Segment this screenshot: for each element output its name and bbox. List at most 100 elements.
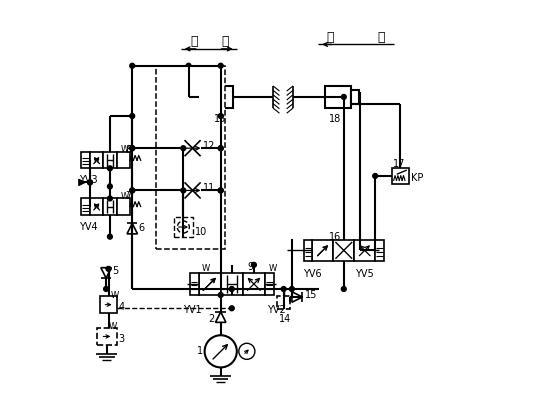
Circle shape <box>218 292 223 297</box>
Circle shape <box>88 180 93 185</box>
Circle shape <box>130 146 134 151</box>
Text: 12: 12 <box>203 141 215 151</box>
Bar <box>221 273 243 295</box>
Circle shape <box>218 188 223 193</box>
Circle shape <box>341 94 346 99</box>
Text: 15: 15 <box>305 290 318 300</box>
Bar <box>90 152 104 168</box>
Polygon shape <box>101 268 111 278</box>
Circle shape <box>107 184 112 189</box>
Text: 16: 16 <box>329 232 341 242</box>
Bar <box>104 152 117 168</box>
Text: 进: 进 <box>221 35 229 48</box>
Bar <box>199 90 207 104</box>
Text: 14: 14 <box>279 314 291 324</box>
Text: 6: 6 <box>139 223 145 233</box>
Bar <box>117 152 130 168</box>
Bar <box>81 152 90 168</box>
Bar <box>81 198 90 215</box>
Text: W: W <box>108 322 117 331</box>
Circle shape <box>289 287 294 291</box>
Text: 8: 8 <box>125 145 131 155</box>
Text: 7: 7 <box>125 191 131 201</box>
Circle shape <box>186 63 191 68</box>
Bar <box>100 296 117 313</box>
Circle shape <box>218 188 223 193</box>
Polygon shape <box>292 292 302 302</box>
Circle shape <box>181 146 186 151</box>
Text: YV5: YV5 <box>356 269 374 279</box>
Text: 2: 2 <box>208 314 214 324</box>
Text: W: W <box>111 291 119 300</box>
Text: 4: 4 <box>119 302 125 312</box>
Circle shape <box>130 146 134 151</box>
Circle shape <box>229 287 234 291</box>
Bar <box>243 273 265 295</box>
Circle shape <box>181 188 186 193</box>
Circle shape <box>281 287 286 291</box>
Bar <box>354 240 375 261</box>
Polygon shape <box>216 312 226 322</box>
Bar <box>90 198 104 215</box>
Bar <box>156 66 225 249</box>
Text: W: W <box>268 264 276 273</box>
Bar <box>190 273 198 295</box>
Circle shape <box>205 335 237 367</box>
Circle shape <box>218 146 223 151</box>
Text: W: W <box>120 145 129 154</box>
Text: YV3: YV3 <box>79 175 98 185</box>
Text: 18: 18 <box>328 114 341 124</box>
Circle shape <box>218 146 223 151</box>
Bar <box>277 296 291 309</box>
Circle shape <box>106 266 111 271</box>
Circle shape <box>218 63 223 68</box>
Circle shape <box>130 114 134 118</box>
Bar <box>392 168 409 184</box>
Bar <box>325 86 351 108</box>
Text: W: W <box>202 264 210 273</box>
Text: 11: 11 <box>203 183 215 194</box>
Text: 松: 松 <box>378 31 385 44</box>
Bar <box>207 86 233 108</box>
Text: KP: KP <box>411 173 423 183</box>
Circle shape <box>104 287 108 291</box>
Circle shape <box>130 63 134 68</box>
Text: 1: 1 <box>197 346 203 356</box>
Polygon shape <box>79 179 85 185</box>
Text: 13: 13 <box>214 114 226 124</box>
Bar <box>117 198 130 215</box>
Text: 9: 9 <box>248 262 254 272</box>
Bar <box>375 240 384 261</box>
Circle shape <box>107 234 112 239</box>
Bar <box>312 240 333 261</box>
Circle shape <box>88 180 93 185</box>
Text: 17: 17 <box>393 159 406 169</box>
Bar <box>265 273 274 295</box>
Circle shape <box>107 166 112 171</box>
Text: 10: 10 <box>195 227 207 237</box>
Bar <box>198 273 221 295</box>
Circle shape <box>218 114 223 118</box>
Text: 5: 5 <box>113 266 119 276</box>
Text: YV4: YV4 <box>79 222 98 232</box>
Text: 8: 8 <box>125 145 131 155</box>
Text: YV1: YV1 <box>183 305 202 315</box>
Bar <box>304 240 312 261</box>
Text: 退: 退 <box>190 35 197 48</box>
Circle shape <box>130 188 134 193</box>
Circle shape <box>107 196 112 201</box>
Text: YV2: YV2 <box>267 305 286 315</box>
Bar <box>333 240 354 261</box>
Text: 3: 3 <box>118 334 124 344</box>
Text: YV6: YV6 <box>303 269 322 279</box>
Circle shape <box>239 343 255 359</box>
Bar <box>104 198 117 215</box>
Circle shape <box>373 173 378 178</box>
Text: W: W <box>120 192 129 200</box>
Bar <box>351 90 359 104</box>
Circle shape <box>130 188 134 193</box>
Circle shape <box>229 306 234 311</box>
Bar <box>97 328 117 345</box>
Polygon shape <box>127 224 138 234</box>
Bar <box>173 217 193 237</box>
